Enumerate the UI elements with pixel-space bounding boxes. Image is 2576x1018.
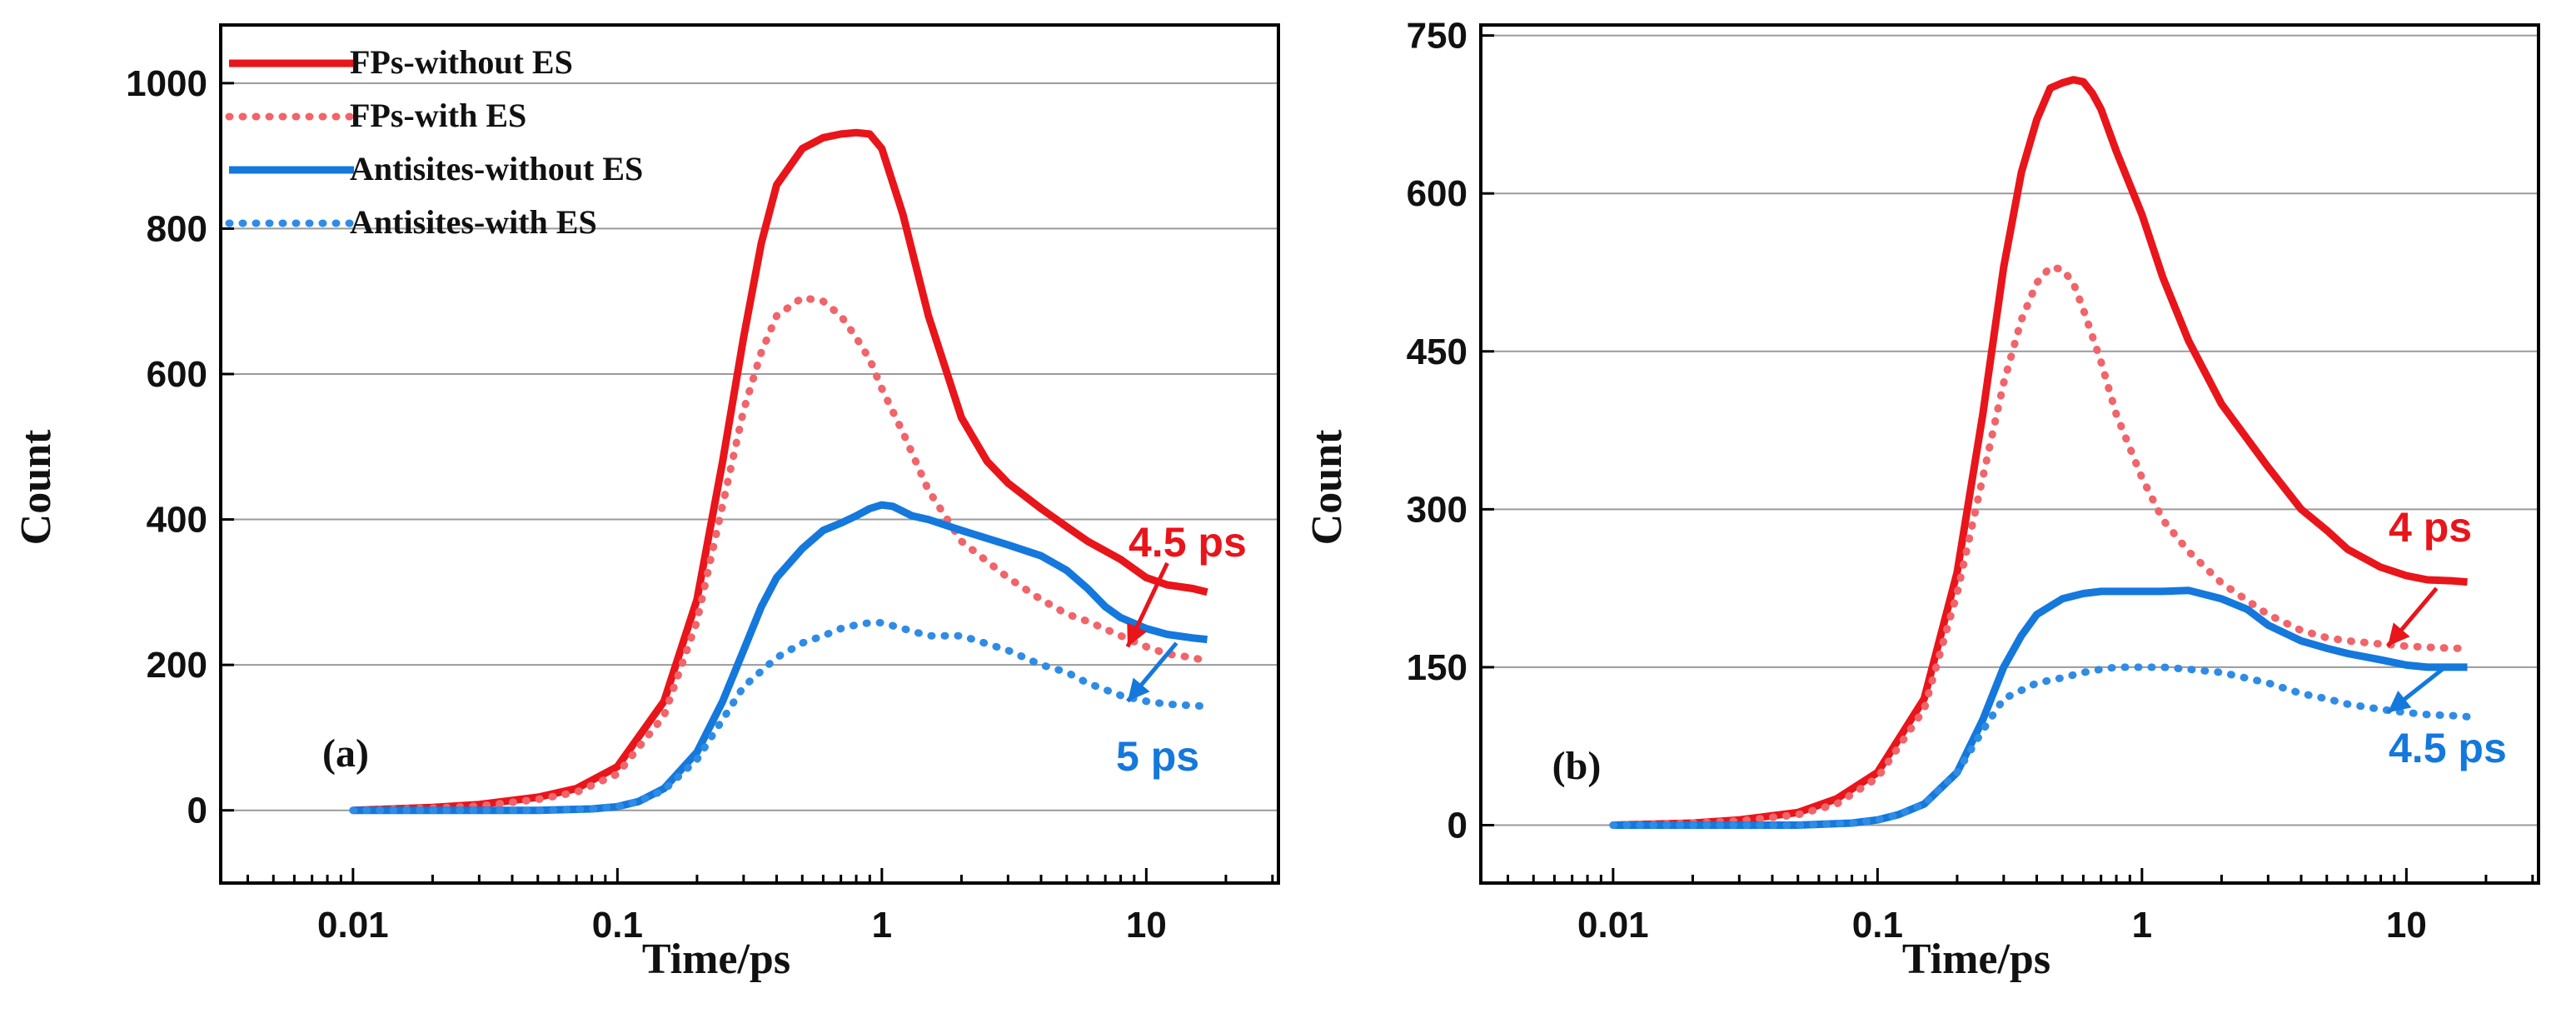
x-tick-label: 0.1 — [592, 905, 643, 946]
legend-entry: FPs-without ES — [350, 43, 573, 81]
y-tick-label: 600 — [147, 354, 207, 395]
legend-entry: Antisites-without ES — [350, 150, 643, 187]
annotation-arrowhead — [1127, 677, 1150, 701]
annotation-arrowhead — [2387, 690, 2412, 713]
panel-label: (b) — [1552, 744, 1602, 788]
y-tick-label: 300 — [1407, 489, 1467, 530]
series-line — [1609, 663, 2471, 829]
annotation-arrowhead — [1127, 622, 1147, 647]
legend-entry: FPs-with ES — [350, 97, 526, 134]
x-tick-label: 0.01 — [1577, 905, 1649, 946]
series-line — [352, 128, 1208, 815]
plot-frame — [219, 23, 1280, 885]
plot-frame — [1479, 23, 2540, 885]
y-tick-label: 450 — [1407, 332, 1467, 372]
y-tick-label: 600 — [1407, 173, 1467, 214]
y-tick-label: 0 — [1447, 805, 1467, 846]
y-axis-title: Count — [1303, 429, 1351, 545]
annotation-label: 4 ps — [2389, 504, 2472, 551]
y-tick-label: 0 — [187, 791, 207, 831]
x-tick-label: 0.1 — [1852, 905, 1903, 946]
panel-label: (a) — [322, 731, 369, 776]
y-tick-label: 400 — [147, 500, 207, 541]
y-tick-label: 800 — [147, 208, 207, 249]
x-tick-label: 10 — [1126, 905, 1167, 946]
x-tick-label: 1 — [872, 905, 892, 946]
series-line — [1612, 586, 2468, 829]
panel-a: 0 200 400 600 800 1000 0.01 0.1 1 10 Time/ps Count (… — [12, 23, 1280, 983]
series-line — [1612, 76, 2468, 829]
series-line — [349, 619, 1211, 815]
series-line — [1609, 263, 2471, 829]
x-axis-title: Time/ps — [1902, 936, 2050, 983]
annotation-label: 4.5 ps — [1129, 519, 1247, 566]
series-line — [352, 501, 1208, 815]
legend-entry: Antisites-with ES — [350, 203, 597, 241]
x-tick-label: 0.01 — [317, 905, 389, 946]
y-axis-title: Count — [12, 429, 60, 545]
y-tick-label: 150 — [1407, 647, 1467, 688]
panel-b: 0 150 300 450 600 750 0.01 0.1 1 10 Time/ps Count (b… — [1303, 16, 2540, 983]
annotation-label: 5 ps — [1116, 733, 1199, 780]
x-tick-label: 10 — [2386, 905, 2427, 946]
series-line — [349, 293, 1211, 815]
annotation-arrowhead — [2387, 622, 2410, 646]
y-tick-label: 750 — [1407, 16, 1467, 57]
y-tick-label: 1000 — [126, 63, 207, 104]
annotation-label: 4.5 ps — [2389, 725, 2507, 771]
y-tick-label: 200 — [147, 645, 207, 686]
x-axis-title: Time/ps — [642, 936, 790, 983]
legend: FPs-without ES FPs-with ES Antisites-witho… — [225, 43, 643, 241]
x-tick-label: 1 — [2132, 905, 2152, 946]
